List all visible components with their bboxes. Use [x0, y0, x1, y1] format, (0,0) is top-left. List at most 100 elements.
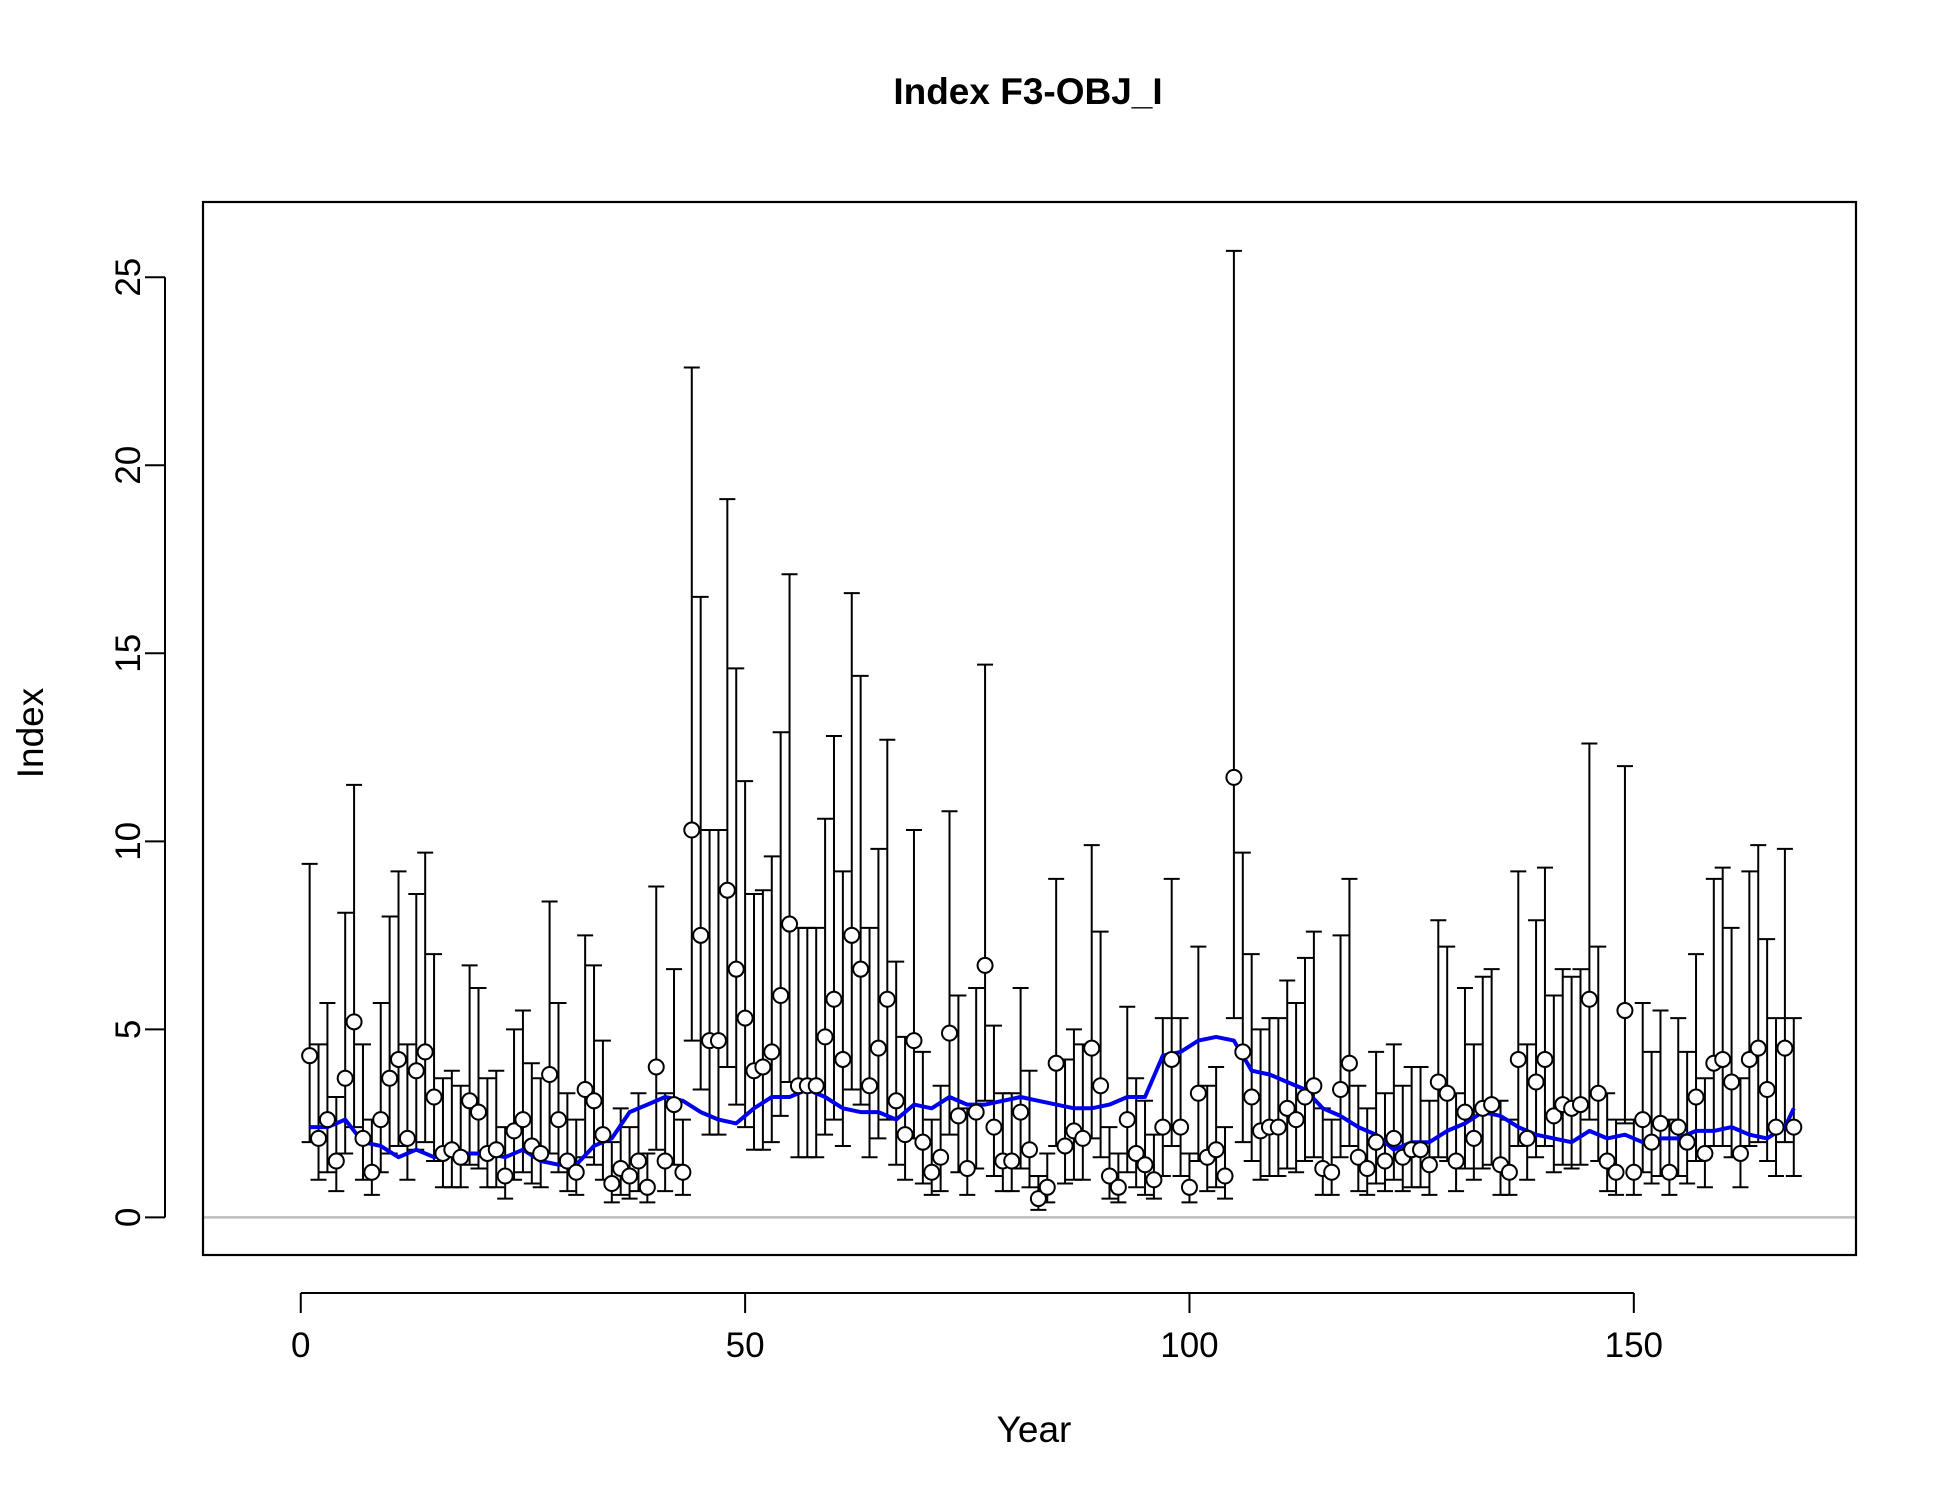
- data-point: [505, 1122, 523, 1140]
- error-bar: [1421, 1099, 1438, 1196]
- error-bar: [1545, 994, 1562, 1174]
- data-point: [896, 1126, 914, 1144]
- error-bar: [1119, 1005, 1136, 1174]
- data-point: [843, 926, 861, 944]
- error-bar: [843, 592, 860, 1091]
- error-bar: [1768, 1017, 1785, 1178]
- y-tick-label: 25: [109, 258, 148, 297]
- y-axis-label: Index: [10, 687, 51, 778]
- data-point: [1518, 1129, 1536, 1147]
- error-bar: [1785, 1017, 1802, 1178]
- error-bar: [559, 1092, 576, 1193]
- data-point: [1145, 1171, 1163, 1189]
- data-point: [532, 1144, 550, 1162]
- error-bar: [1101, 1126, 1118, 1200]
- data-point: [1172, 1118, 1190, 1136]
- data-point: [1358, 1160, 1376, 1178]
- data-point: [718, 881, 736, 899]
- data-point: [1740, 1050, 1758, 1068]
- data-point: [941, 1024, 959, 1042]
- data-point: [1643, 1133, 1661, 1151]
- data-point: [692, 926, 710, 944]
- error-bar: [1554, 968, 1571, 1166]
- error-bar: [550, 1002, 567, 1174]
- error-bar: [1252, 1028, 1269, 1181]
- data-point: [861, 1077, 879, 1095]
- error-bar: [1137, 1099, 1154, 1196]
- data-point: [949, 1107, 967, 1125]
- x-tick-label: 150: [1605, 1326, 1663, 1365]
- data-point: [1749, 1039, 1767, 1057]
- error-bar: [1341, 877, 1358, 1147]
- error-bar: [1279, 979, 1296, 1170]
- data-point: [1696, 1144, 1714, 1162]
- data-point: [727, 960, 745, 978]
- data-point: [736, 1009, 754, 1027]
- error-bar: [1572, 968, 1589, 1166]
- data-point: [1572, 1096, 1589, 1114]
- y-tick-label: 20: [109, 446, 148, 485]
- data-point: [1412, 1141, 1430, 1159]
- data-point: [869, 1039, 887, 1057]
- data-point: [958, 1160, 976, 1178]
- data-point: [1616, 1002, 1634, 1020]
- data-point: [985, 1118, 1003, 1136]
- error-bar: [914, 1050, 931, 1185]
- error-bar: [648, 885, 665, 1151]
- data-point: [1243, 1088, 1261, 1106]
- data-point: [1092, 1077, 1110, 1095]
- data-point: [1189, 1084, 1207, 1102]
- y-tick-label: 10: [109, 822, 148, 861]
- error-bar: [692, 595, 709, 1091]
- data-point: [603, 1175, 621, 1193]
- data-point: [336, 1069, 354, 1087]
- data-point: [967, 1103, 985, 1121]
- data-point: [1021, 1141, 1038, 1159]
- data-point: [1580, 990, 1598, 1008]
- data-point: [1634, 1111, 1652, 1129]
- data-point: [425, 1088, 443, 1106]
- error-bar: [1465, 1043, 1482, 1181]
- error-bar: [674, 1118, 691, 1196]
- data-point: [1287, 1111, 1305, 1129]
- data-point: [923, 1163, 941, 1181]
- error-bar: [754, 889, 771, 1151]
- error-bar: [825, 735, 842, 1121]
- error-bar: [1163, 877, 1180, 1147]
- data-point: [594, 1126, 612, 1144]
- data-point: [1225, 768, 1243, 786]
- data-point: [932, 1148, 950, 1166]
- data-point: [1447, 1152, 1465, 1170]
- data-point: [807, 1077, 825, 1095]
- data-point: [416, 1043, 434, 1061]
- error-bar: [1092, 930, 1109, 1159]
- data-point: [549, 1111, 567, 1129]
- error-bar: [861, 926, 878, 1159]
- data-point: [1527, 1073, 1545, 1091]
- data-point: [541, 1065, 559, 1083]
- x-tick-label: 100: [1160, 1326, 1218, 1365]
- error-bar: [1368, 1050, 1385, 1185]
- data-point: [354, 1129, 372, 1147]
- error-bar: [870, 847, 887, 1140]
- data-point: [1323, 1163, 1341, 1181]
- error-bar: [1003, 1092, 1020, 1193]
- error-bar: [399, 1043, 416, 1181]
- data-point: [1047, 1054, 1065, 1072]
- data-point: [754, 1058, 772, 1076]
- chart-title: Index F3-OBJ_I: [893, 71, 1162, 112]
- x-axis-label: Year: [997, 1409, 1072, 1450]
- error-bar: [319, 1002, 336, 1174]
- data-point: [390, 1050, 408, 1068]
- data-point: [1163, 1050, 1181, 1068]
- error-bar: [328, 1096, 345, 1193]
- data-point: [1012, 1103, 1030, 1121]
- error-bar: [1714, 866, 1731, 1147]
- data-point: [1154, 1118, 1172, 1136]
- data-point: [407, 1062, 425, 1080]
- data-point: [1038, 1178, 1056, 1196]
- data-point: [1385, 1129, 1403, 1147]
- error-bar: [719, 498, 736, 1068]
- data-point: [638, 1178, 656, 1196]
